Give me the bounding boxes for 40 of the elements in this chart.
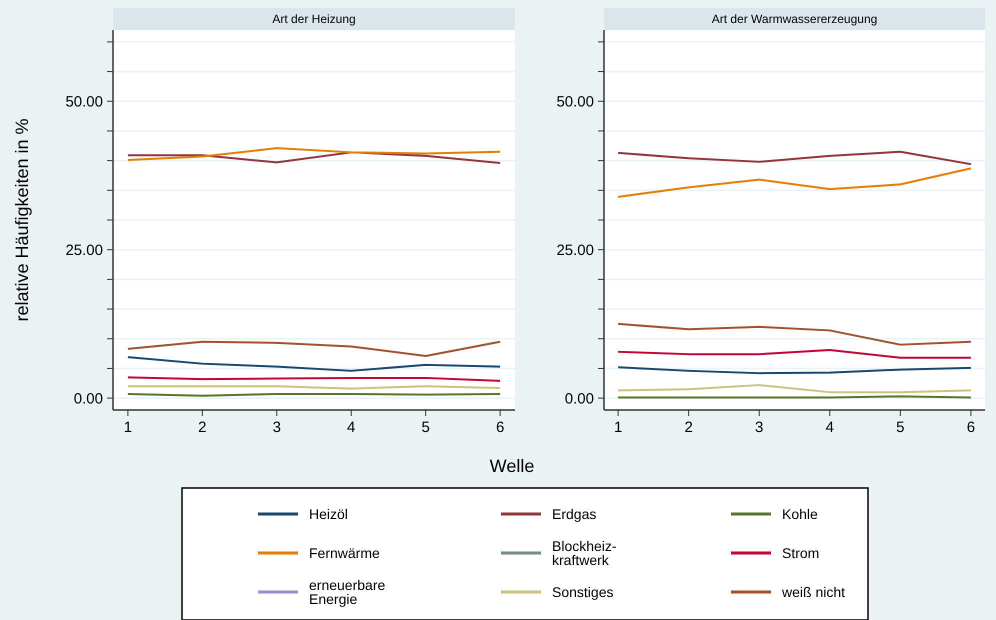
y-tick-label: 0.00 — [74, 390, 103, 408]
y-tick-label: 50.00 — [556, 94, 594, 110]
legend-label: weiß nicht — [781, 584, 846, 600]
x-tick-label: 4 — [347, 419, 356, 436]
x-tick-label: 1 — [124, 419, 132, 436]
legend-label: Heizöl — [309, 506, 348, 522]
chart-title: Art der Heizung — [272, 12, 356, 26]
line-series — [617, 349, 972, 359]
x-tick-label: 3 — [272, 419, 281, 436]
y-tick-label: 0.00 — [564, 390, 594, 408]
y-tick-label: 50.00 — [65, 94, 103, 110]
line-series — [126, 151, 502, 164]
legend-label: Fernwärme — [309, 544, 380, 561]
x-tick-label: 6 — [966, 419, 976, 436]
line-series — [126, 147, 502, 162]
legend-label: Sonstiges — [552, 584, 614, 600]
x-axis-title: Welle — [490, 456, 534, 476]
y-axis-title: relative Häufigkeiten in % — [12, 118, 32, 322]
x-tick-label: 2 — [198, 419, 207, 436]
legend-label: Erdgas — [552, 506, 596, 522]
x-tick-label: 5 — [421, 419, 430, 436]
line-series — [617, 150, 972, 166]
x-tick-label: 3 — [755, 419, 764, 436]
line-series — [126, 340, 502, 357]
x-tick-label: 6 — [496, 419, 504, 436]
line-series — [617, 322, 972, 346]
legend-label: erneuerbare Energie — [309, 576, 386, 607]
legend-label: Kohle — [782, 506, 818, 522]
line-series — [617, 384, 972, 394]
x-tick-label: 2 — [684, 419, 693, 436]
legend-label: Blockheiz-kraftwerk — [552, 538, 617, 568]
chart-title: Art der Warmwassererzeugung — [712, 12, 878, 26]
line-series — [126, 356, 502, 372]
legend-label: Strom — [782, 544, 820, 561]
y-tick-label: 25.00 — [556, 242, 594, 259]
line-series — [617, 167, 972, 198]
x-tick-label: 1 — [614, 419, 622, 436]
x-tick-label: 5 — [896, 419, 905, 436]
x-tick-label: 4 — [826, 419, 834, 436]
y-tick-label: 25.00 — [65, 242, 103, 259]
